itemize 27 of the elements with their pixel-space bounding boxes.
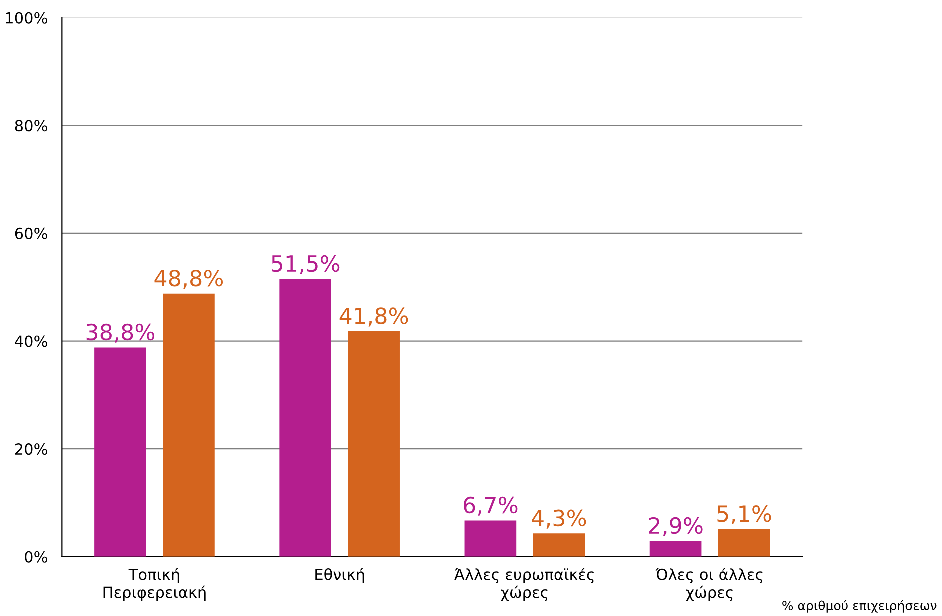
y-tick-label: 60% [15, 228, 48, 240]
bar [348, 332, 400, 557]
data-label: 48,8% [154, 270, 224, 290]
y-tick-label: 20% [15, 444, 48, 456]
y-tick-label: 100% [6, 12, 48, 24]
data-label: 2,9% [649, 517, 703, 536]
x-tick-label: Άλλες ευρωπαϊκές χώρες [454, 568, 594, 602]
x-tick-label: Τοπική Περιφερειακή [104, 568, 206, 602]
data-label: 5,1% [718, 505, 772, 525]
y-tick-label: 0% [25, 551, 48, 563]
bar [718, 529, 770, 557]
text: % αριθμού επιχειρήσεων [782, 600, 937, 613]
y-tick-label: 40% [15, 336, 48, 348]
bar [464, 520, 517, 557]
bar [650, 541, 702, 557]
bar [94, 348, 146, 557]
x-tick-label: Εθνική [316, 568, 364, 584]
data-label: 51,5% [272, 255, 340, 274]
y-tick-label: 80% [15, 120, 48, 132]
x-tick-label: Όλες οι άλλες χώρες [656, 568, 763, 602]
bar [280, 279, 332, 557]
data-label: 6,7% [464, 496, 518, 516]
data-label: 41,8% [340, 308, 408, 327]
data-label: 38,8% [86, 324, 155, 343]
bar [163, 294, 215, 557]
bar [533, 534, 586, 557]
data-label: 4,3% [532, 510, 586, 529]
